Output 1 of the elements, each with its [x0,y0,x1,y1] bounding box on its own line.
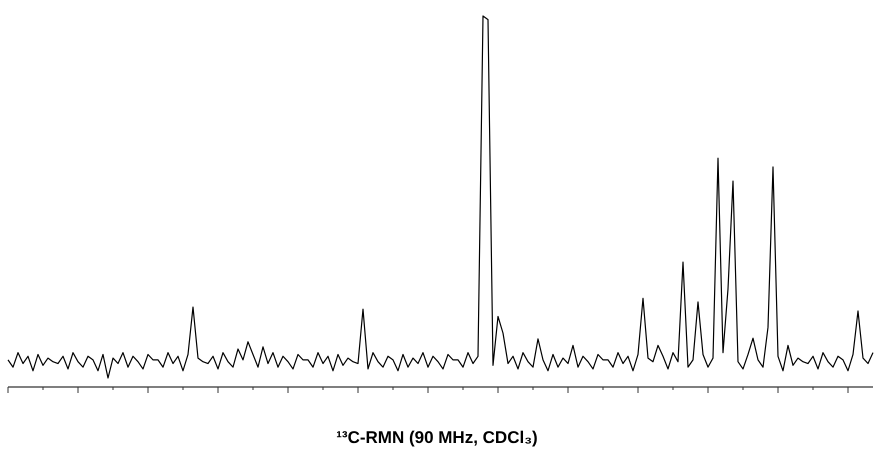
text: ¹³C-RMN (90 MHz, CDCl₃) [336,428,538,447]
